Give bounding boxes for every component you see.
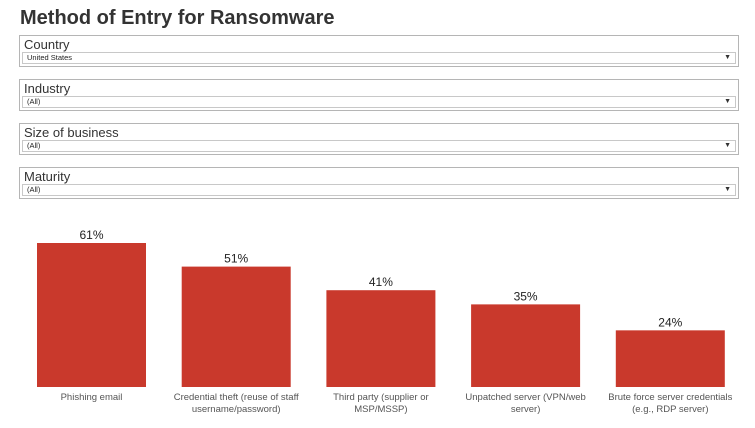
bar-value-label-0: 61% <box>79 228 103 242</box>
chevron-down-icon: ▼ <box>724 186 731 193</box>
industry-dropdown[interactable]: (All) ▼ <box>22 96 736 108</box>
bar-1[interactable] <box>181 266 291 387</box>
category-label-1-line-0: Credential theft (reuse of staff <box>174 392 299 403</box>
filter-maturity: Maturity (All) ▼ <box>19 167 739 199</box>
size-dropdown-value: (All) <box>27 141 41 150</box>
bar-2[interactable] <box>326 290 436 387</box>
category-label-2-line-0: Third party (supplier or <box>333 392 429 403</box>
page-title: Method of Entry for Ransomware <box>20 7 335 29</box>
bar-value-label-2: 41% <box>369 275 393 289</box>
maturity-dropdown[interactable]: (All) ▼ <box>22 184 736 196</box>
filter-industry-label: Industry <box>24 81 71 96</box>
filter-country: Country United States ▼ <box>19 35 739 67</box>
bar-4[interactable] <box>615 330 725 387</box>
filter-maturity-label: Maturity <box>24 169 71 184</box>
maturity-dropdown-value: (All) <box>27 185 41 194</box>
filter-industry: Industry (All) ▼ <box>19 79 739 111</box>
category-label-4-line-0: Brute force server credentials <box>608 392 732 403</box>
bar-3[interactable] <box>471 304 581 387</box>
category-label-4-line-1: (e.g., RDP server) <box>632 404 708 415</box>
chevron-down-icon: ▼ <box>724 54 731 61</box>
chevron-down-icon: ▼ <box>724 98 731 105</box>
size-dropdown[interactable]: (All) ▼ <box>22 140 736 152</box>
bar-0[interactable] <box>37 243 146 387</box>
bar-value-label-3: 35% <box>514 289 538 303</box>
bar-value-label-4: 24% <box>658 315 682 329</box>
country-dropdown[interactable]: United States ▼ <box>22 52 736 64</box>
bar-value-label-1: 51% <box>224 252 248 266</box>
chevron-down-icon: ▼ <box>724 142 731 149</box>
category-label-3-line-0: Unpatched server (VPN/web <box>465 392 585 403</box>
filter-size-label: Size of business <box>24 125 119 140</box>
category-label-1-line-1: username/password) <box>192 404 281 415</box>
country-dropdown-value: United States <box>27 53 73 62</box>
category-label-0-line-0: Phishing email <box>61 392 123 403</box>
category-label-3-line-1: server) <box>511 404 541 415</box>
industry-dropdown-value: (All) <box>27 97 41 106</box>
filter-size-of-business: Size of business (All) ▼ <box>19 123 739 155</box>
category-label-2-line-1: MSP/MSSP) <box>354 404 407 415</box>
filter-country-label: Country <box>24 37 70 52</box>
